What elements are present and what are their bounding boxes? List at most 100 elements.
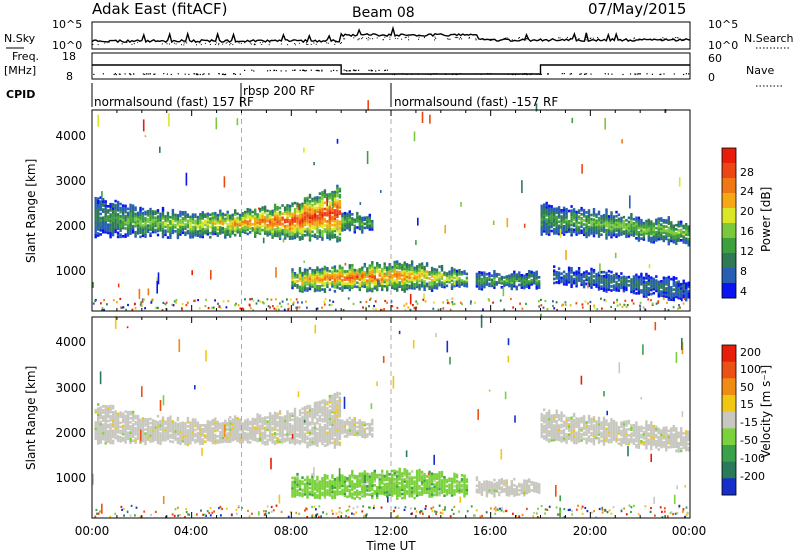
- heatmap-cell: [281, 420, 284, 424]
- near-range-speckle: [296, 308, 298, 311]
- heatmap-cell: [413, 272, 416, 276]
- heatmap-cell: [652, 240, 655, 244]
- heatmap-cell: [236, 224, 239, 228]
- heatmap-cell: [121, 216, 125, 220]
- heatmap-cell: [582, 219, 586, 222]
- heatmap-cell: [129, 207, 132, 211]
- heatmap-cell: [605, 271, 608, 275]
- heatmap-cell: [308, 193, 312, 197]
- heatmap-cell: [657, 280, 660, 284]
- heatmap-cell: [134, 233, 137, 236]
- heatmap-cell: [410, 260, 414, 263]
- heatmap-cell: [189, 431, 192, 435]
- heatmap-cell: [562, 227, 566, 230]
- heatmap-cell: [326, 222, 329, 225]
- heatmap-cell: [620, 276, 623, 279]
- heatmap-cell: [323, 213, 327, 217]
- heatmap-cell: [109, 433, 112, 437]
- heatmap-cell: [204, 426, 207, 429]
- nsearch-dot: [195, 42, 197, 43]
- nsearch-dot: [287, 44, 289, 46]
- heatmap-cell: [353, 277, 356, 280]
- heatmap-cell: [216, 424, 219, 428]
- heatmap-cell: [144, 420, 147, 423]
- near-range-speckle: [252, 309, 254, 312]
- heatmap-cell: [680, 297, 683, 300]
- cpid-segment-1: normalsound (fast) 157 RF: [94, 95, 254, 109]
- near-range-speckle: [140, 303, 143, 306]
- nsearch-dot: [327, 42, 329, 44]
- nsearch-dot: [343, 38, 345, 40]
- heatmap-cell: [346, 272, 349, 275]
- heatmap-cell: [590, 267, 593, 271]
- heatmap-cell: [545, 207, 548, 211]
- heatmap-cell: [398, 273, 401, 276]
- heatmap-cell: [585, 215, 588, 218]
- heatmap-cell: [577, 271, 581, 274]
- heatmap-cell: [565, 228, 568, 232]
- heatmap-cell: [336, 229, 339, 233]
- heatmap-cell: [241, 212, 244, 215]
- heatmap-cell: [278, 410, 282, 413]
- heatmap-cell: [251, 427, 254, 431]
- heatmap-cell: [263, 418, 267, 422]
- heatmap-cell: [682, 237, 685, 240]
- heatmap-cell: [602, 287, 606, 290]
- heatmap-cell: [161, 231, 165, 235]
- heatmap-cell: [278, 428, 282, 432]
- heatmap-cell: [540, 231, 543, 234]
- heatmap-cell: [587, 233, 591, 237]
- heatmap-cell: [386, 272, 389, 276]
- heatmap-cell: [281, 432, 284, 436]
- heatmap-cell: [652, 236, 655, 240]
- heatmap-cell: [630, 288, 633, 292]
- near-range-speckle: [556, 308, 558, 312]
- heatmap-cell: [650, 276, 653, 280]
- heatmap-cell: [221, 438, 224, 442]
- heatmap-cell: [585, 217, 588, 220]
- heatmap-cell: [440, 285, 444, 288]
- heatmap-cell: [381, 286, 384, 289]
- heatmap-cell: [97, 207, 100, 211]
- heatmap-cell: [321, 207, 324, 211]
- heatmap-cell: [221, 231, 224, 234]
- heatmap-cell: [129, 232, 132, 235]
- heatmap-cell: [116, 202, 120, 206]
- heatmap-cell: [186, 443, 190, 447]
- heatmap-cell: [353, 272, 356, 276]
- heatmap-cell: [278, 440, 282, 444]
- heatmap-cell: [587, 213, 591, 216]
- heatmap-cell: [323, 282, 327, 285]
- heatmap-cell: [151, 214, 155, 217]
- heatmap-cell: [356, 218, 359, 221]
- heatmap-cell: [278, 231, 282, 234]
- heatmap-cell: [336, 194, 339, 198]
- heatmap-cell: [383, 266, 386, 270]
- near-range-speckle: [667, 309, 670, 312]
- heatmap-cell: [333, 215, 337, 218]
- heatmap-cell: [610, 235, 613, 239]
- heatmap-cell: [313, 275, 317, 278]
- heatmap-cell: [204, 440, 207, 444]
- heatmap-cell: [630, 282, 633, 285]
- heatmap-cell: [206, 228, 209, 232]
- heatmap-cell: [301, 237, 304, 241]
- heatmap-cell: [159, 216, 162, 220]
- heatmap-cell: [448, 270, 451, 274]
- heatmap-cell: [107, 219, 110, 222]
- heatmap-cell: [191, 432, 195, 436]
- near-range-speckle: [332, 300, 335, 303]
- heatmap-cell: [166, 219, 170, 223]
- heatmap-cell: [575, 220, 578, 224]
- heatmap-cell: [565, 279, 568, 282]
- nave-tick-low: 0: [708, 71, 715, 84]
- heatmap-cell: [582, 223, 586, 226]
- nsearch-dot: [367, 39, 369, 41]
- heatmap-cell: [565, 212, 568, 215]
- heatmap-cell: [102, 425, 105, 429]
- heatmap-cell: [657, 221, 660, 225]
- heatmap-cell: [600, 233, 603, 237]
- near-range-speckle: [234, 304, 236, 307]
- near-range-speckle: [292, 303, 295, 306]
- heatmap-cell: [318, 214, 322, 218]
